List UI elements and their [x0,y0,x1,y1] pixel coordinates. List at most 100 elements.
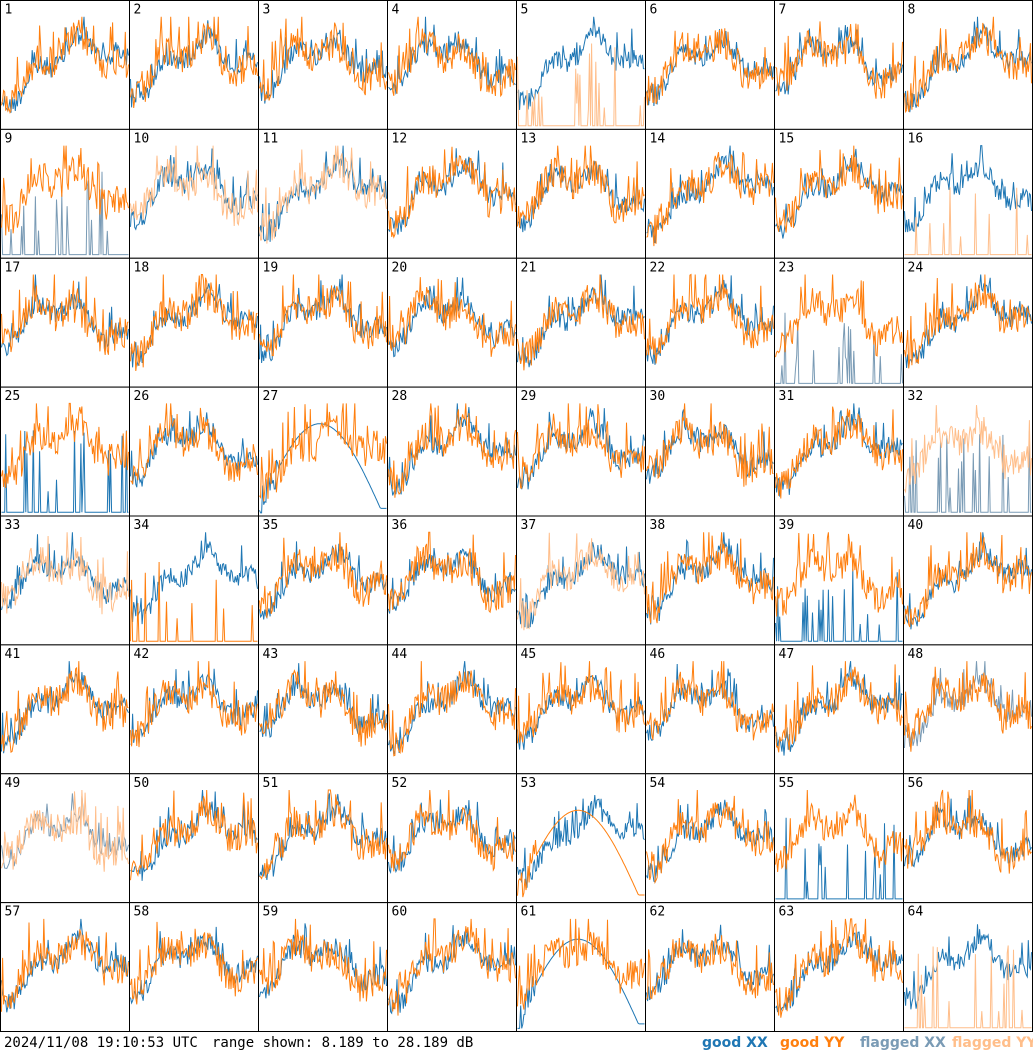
series-yy-line [775,661,903,753]
panel-label: 62 [650,905,666,920]
panel-label: 31 [779,389,795,404]
series-yy-line [517,145,645,228]
panel-22: 22 [645,257,775,388]
panel-label: 18 [134,260,150,275]
panel-12: 12 [387,128,517,259]
panel-59: 59 [258,902,388,1032]
series-xx-line [259,541,387,620]
legend-good-xx: good XX [702,1035,768,1051]
series-xx-line [517,542,645,628]
panel-7: 7 [774,0,904,130]
panel-23: 23 [774,257,904,388]
series-xx-line [1,661,129,754]
panel-label: 42 [134,647,150,662]
panel-label: 4 [392,3,400,18]
panel-16: 16 [903,128,1033,259]
series-yy-line [904,945,1032,1029]
panel-frame [516,773,646,904]
panel-62: 62 [645,902,775,1032]
panel-56: 56 [903,773,1033,904]
series-yy-line [259,789,387,880]
panel-frame [774,515,904,646]
panel-label: 13 [521,131,537,146]
series-yy-line [259,661,387,747]
panel-14: 14 [645,128,775,259]
panel-44: 44 [387,644,517,775]
legend-flagged-yy: flagged YY [952,1035,1033,1051]
panel-label: 6 [650,3,658,18]
series-xx-line [646,924,774,1002]
series-xx-line [130,20,258,108]
panel-label: 7 [779,3,787,18]
panel-55: 55 [774,773,904,904]
panel-19: 19 [258,257,388,388]
panel-label: 15 [779,131,795,146]
series-yy-line [646,933,774,1000]
panel-36: 36 [387,515,517,646]
panel-label: 53 [521,776,537,791]
panel-39: 39 [774,515,904,646]
series-yy-line [517,43,645,127]
legend-good-yy: good YY [780,1035,845,1051]
panel-label: 10 [134,131,150,146]
series-yy-line [517,918,645,1010]
panel-frame [129,773,259,904]
series-yy-line [904,661,1032,752]
panel-label: 35 [263,518,279,533]
series-yy-line [904,274,1032,369]
series-yy-line [775,918,903,1018]
series-xx-line [130,668,258,745]
series-xx-line [388,925,516,1015]
series-yy-line [130,921,258,1005]
series-yy-line [775,21,903,99]
panel-label: 17 [5,260,21,275]
series-xx-line [517,16,645,111]
series-xx-line [1,171,129,256]
series-yy-line [904,532,1032,628]
series-xx-line [388,16,516,95]
panel-label: 3 [263,3,271,18]
panel-frame [258,386,388,517]
series-xx-line [775,568,903,642]
panel-label: 2 [134,3,142,18]
panel-frame [903,128,1033,259]
series-yy-line [1,789,129,872]
series-xx-line [1,430,129,513]
panel-label: 19 [263,260,279,275]
series-yy-line [775,145,903,233]
panel-label: 9 [5,131,13,146]
panel-label: 50 [134,776,150,791]
panel-label: 49 [5,776,21,791]
panel-frame [645,0,775,130]
panel-label: 38 [650,518,666,533]
panel-label: 16 [908,131,924,146]
panel-38: 38 [645,515,775,646]
series-yy-line [130,661,258,748]
panel-label: 55 [779,776,795,791]
series-yy-line [775,406,903,499]
panel-label: 14 [650,131,666,146]
panel-29: 29 [516,386,646,517]
panel-frame [0,257,130,388]
panel-15: 15 [774,128,904,259]
panel-frame [258,515,388,646]
series-yy-line [646,273,774,364]
panel-label: 64 [908,905,924,920]
panel-label: 44 [392,647,408,662]
panel-45: 45 [516,644,646,775]
series-yy-line [646,789,774,885]
series-yy-line [517,532,645,631]
panel-label: 51 [263,776,279,791]
series-yy-line [259,274,387,357]
series-xx-line [1,532,129,611]
panel-6: 6 [645,0,775,130]
series-xx-line [130,532,258,625]
panel-11: 11 [258,128,388,259]
panel-28: 28 [387,386,517,517]
panel-label: 58 [134,905,150,920]
panel-54: 54 [645,773,775,904]
panel-61: 61 [516,902,646,1032]
panel-frame [0,0,130,130]
panel-label: 20 [392,260,408,275]
